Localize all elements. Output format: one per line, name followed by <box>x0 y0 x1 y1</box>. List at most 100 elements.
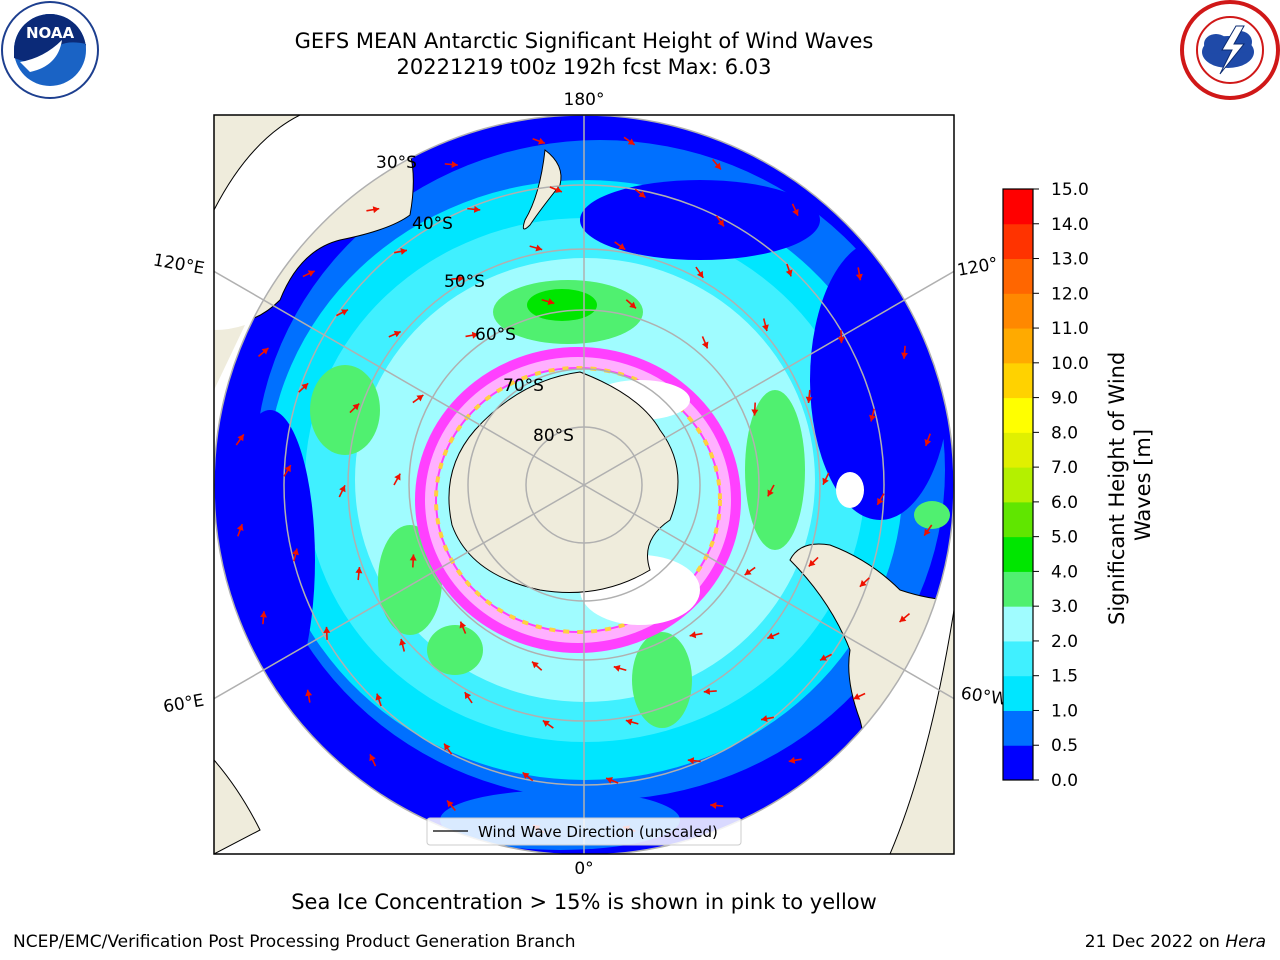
wave-arrow <box>762 318 769 332</box>
wave-arrow <box>791 203 799 217</box>
colorbar-tick-label: 10.0 <box>1051 354 1089 374</box>
colorbar-swatch <box>1003 397 1033 433</box>
sea-ice-note: Sea Ice Concentration > 15% is shown in … <box>291 890 877 914</box>
nws-logo-icon <box>1180 0 1280 100</box>
wave-arrow <box>901 345 908 359</box>
wave-arrow <box>898 613 911 623</box>
wave-arrow <box>323 626 331 640</box>
wave-arrow <box>710 802 724 809</box>
wave-arrow <box>236 523 244 537</box>
noaa-logo-icon: NOAA <box>1 1 99 99</box>
wave-arrow <box>623 136 636 146</box>
wave-arrow <box>855 267 863 281</box>
wave-arrow <box>305 689 313 703</box>
colorbar-swatch <box>1003 223 1033 260</box>
wave-arrow <box>366 206 380 214</box>
colorbar-label: Significant Height of Wind Waves [m] <box>1105 345 1155 625</box>
colorbar-swatch <box>1003 640 1033 677</box>
wave-arrow <box>689 631 703 639</box>
wave-arrow <box>549 186 563 193</box>
lon-label-0: 0° <box>574 859 593 879</box>
antarctica-landmass <box>448 371 679 593</box>
wave-arrow <box>837 330 845 344</box>
colorbar-swatch <box>1003 293 1033 329</box>
arrow-legend: Wind Wave Direction (unscaled) <box>426 817 742 846</box>
colorbar-swatch <box>1003 189 1033 225</box>
colorbar-swatch <box>1003 745 1033 781</box>
title-line2: 20221219 t00z 192h fcst Max: 6.03 <box>396 55 772 79</box>
colorbar-tick-label: 8.0 <box>1051 423 1078 443</box>
colorbar-tick-label: 4.0 <box>1051 562 1078 582</box>
colorbar-swatch <box>1003 432 1033 468</box>
noaa-logo-text: NOAA <box>26 24 75 42</box>
credit-host: Hera <box>1225 932 1266 952</box>
wave-arrow <box>375 693 383 707</box>
colorbar-tick-label: 7.0 <box>1051 458 1078 478</box>
lon-label-120e: 120°E <box>152 250 206 279</box>
wave-arrow <box>444 161 458 168</box>
colorbar-swatch <box>1003 571 1033 607</box>
wave-arrow <box>613 664 627 672</box>
colorbar-swatch <box>1003 675 1033 711</box>
wave-arrow <box>869 408 876 422</box>
wave-arrow <box>446 799 456 812</box>
colorbar-tick-label: 11.0 <box>1051 319 1089 339</box>
wave-arrow <box>369 753 377 767</box>
wave-arrow <box>859 577 870 588</box>
wave-arrow <box>625 718 639 726</box>
colorbar-label-line2: Waves [m] <box>1131 429 1155 541</box>
wave-arrow <box>298 382 309 393</box>
map-border <box>213 114 955 855</box>
new-zealand-landmass <box>522 149 562 230</box>
colorbar-tick-label: 14.0 <box>1051 215 1089 235</box>
wave-arrow <box>394 247 408 255</box>
colorbar-tick-label: 0.5 <box>1051 736 1078 756</box>
meridian-line <box>583 270 954 486</box>
wave-arrow <box>443 743 453 755</box>
colorbar-tick-label: 5.0 <box>1051 528 1078 548</box>
wave-arrow <box>409 554 417 568</box>
legend-label: Wind Wave Direction (unscaled) <box>478 823 718 841</box>
colorbar-tick-label: 6.0 <box>1051 493 1078 513</box>
colorbar-tick-label: 13.0 <box>1051 250 1089 270</box>
colorbar-swatch <box>1003 501 1033 538</box>
wave-arrow <box>465 331 479 339</box>
lat-label-60s: 60°S <box>475 325 516 345</box>
wave-arrow <box>808 556 819 568</box>
wave-arrow <box>767 484 775 497</box>
colorbar-tick-label: 1.0 <box>1051 701 1078 721</box>
wave-arrow <box>924 433 932 447</box>
wave-arrow <box>712 158 722 171</box>
wave-arrow <box>687 757 701 765</box>
wave-arrow <box>257 347 270 357</box>
wave-arrow <box>292 548 299 562</box>
wave-arrow <box>541 298 555 306</box>
colorbar-tick-label: 9.0 <box>1051 389 1078 409</box>
wave-arrow <box>634 188 646 199</box>
wave-arrow <box>614 241 626 251</box>
wave-arrow <box>751 402 759 416</box>
wave-arrow <box>302 270 316 278</box>
wave-arrow <box>283 464 292 477</box>
wave-arrow <box>532 137 546 145</box>
wave-arrow <box>451 275 465 283</box>
wave-arrow <box>805 389 813 404</box>
lon-label-60w: 60°W <box>960 684 1009 710</box>
colorbar-swatch <box>1003 710 1033 746</box>
wave-arrow <box>605 777 619 784</box>
wave-arrow <box>522 771 534 782</box>
wave-arrow <box>852 692 866 700</box>
wave-arrow <box>529 244 543 252</box>
colorbar-swatch <box>1003 362 1033 399</box>
wave-arrow <box>260 611 267 625</box>
wave-arrow <box>715 215 725 227</box>
lat-label-80s: 80°S <box>533 426 574 446</box>
lon-label-180: 180° <box>564 90 605 110</box>
credit-left: NCEP/EMC/Verification Post Processing Pr… <box>13 932 576 952</box>
wave-arrow <box>338 484 346 498</box>
lon-label-120w: 120° <box>956 254 1000 281</box>
wave-arrow <box>464 691 473 704</box>
colorbar-tick-label: 0.0 <box>1051 771 1078 791</box>
colorbar-tick-label: 12.0 <box>1051 284 1089 304</box>
wave-arrow <box>235 433 245 446</box>
